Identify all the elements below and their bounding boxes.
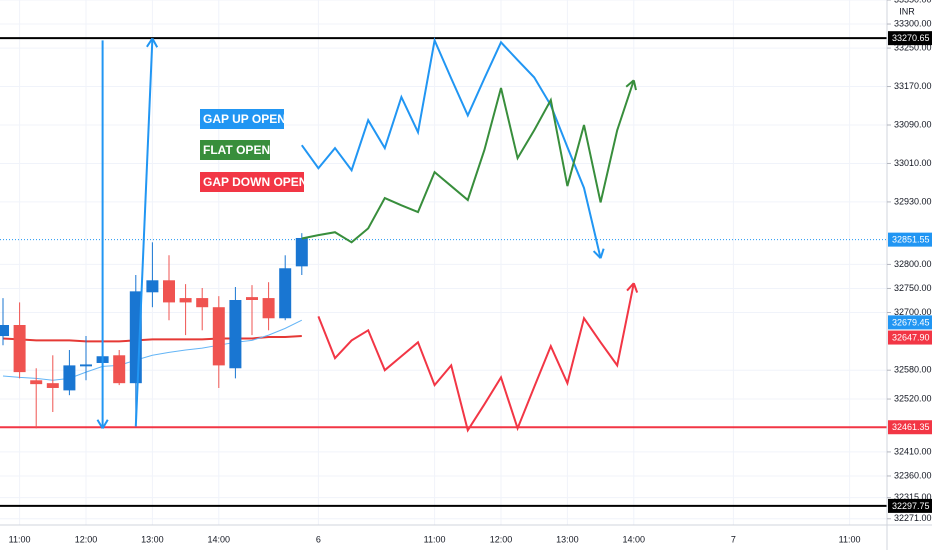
y-tick-label: 32930.00 [894,196,932,206]
y-tick-label: 32750.00 [894,283,932,293]
price-label: 32851.55 [892,235,930,245]
projection-line [301,79,635,244]
y-tick-label: 33350.00 [894,0,932,4]
y-tick-label: 33250.00 [894,42,932,52]
arrow-head [632,282,639,293]
x-tick-label: 13:00 [141,534,164,544]
legend-swatch [200,109,284,129]
price-label: 32647.90 [892,332,930,342]
arrow-head [632,80,637,91]
price-label: 32461.35 [892,422,930,432]
candle-body [163,280,175,303]
projection-line [317,282,635,433]
x-tick-label: 11:00 [424,534,446,544]
price-label-box [888,31,932,46]
candle-body [279,268,292,319]
x-tick-label: 12:00 [75,534,98,544]
arrow-head [146,37,154,48]
y-tick-label: 32315.00 [894,492,932,502]
legend-text: GAP DOWN OPEN [203,175,307,189]
candle-body [63,365,76,391]
arrow-head [592,250,602,259]
price-label-box [888,330,932,345]
candle-body [179,298,192,303]
legend-text: GAP UP OPEN [203,112,286,126]
arrow-head [151,37,159,48]
y-tick-label: 32800.00 [894,259,932,269]
price-label-box [888,232,932,247]
y-tick-label: 32700.00 [894,307,932,317]
candle-body [246,297,258,300]
candle-body [0,325,9,337]
price-label: 33270.65 [892,33,930,43]
y-tick-label: 33090.00 [894,119,932,129]
y-tick-label: 32360.00 [894,470,932,480]
x-tick-label: 7 [731,534,736,544]
legend-text: FLAT OPEN [203,143,270,157]
y-tick-label: 32520.00 [894,393,932,403]
candle-body [13,325,26,373]
y-tick-label: 32271.00 [894,513,932,523]
price-label-box [888,315,932,330]
x-tick-label: 12:00 [490,534,513,544]
arrow-head [96,419,104,429]
y-tick-label: 33170.00 [894,81,932,91]
candle-body [146,280,159,293]
currency-label: INR [899,6,915,16]
arrow-head [101,419,109,429]
arrow-head [625,79,635,88]
y-tick-label: 32580.00 [894,365,932,375]
plot [0,36,887,507]
projection-line [300,36,602,259]
candle-body [113,355,126,384]
price-label-box [888,498,932,513]
candle-body [262,298,275,319]
y-tick-label: 32410.00 [894,446,932,456]
candle-body [212,307,225,366]
x-tick-label: 11:00 [9,534,31,544]
arrow-line [134,38,154,427]
legend-swatch [200,172,304,192]
arrow-head [626,282,635,292]
axis: 33350.00 33300.00 33250.00 33170.00 33090.00… [9,0,932,544]
arrow-head [599,248,605,259]
x-tick-label: 11:00 [839,534,861,544]
x-tick-label: 14:00 [623,534,646,544]
moving-average [2,335,302,343]
candle-body [80,364,92,367]
x-tick-label: 6 [316,534,321,544]
x-tick-label: 13:00 [556,534,579,544]
y-tick-label: 33300.00 [894,18,932,28]
price-label-box [888,420,932,435]
price-label: 32297.75 [892,501,930,511]
candle-body [46,383,59,388]
x-tick-label: 14:00 [208,534,231,544]
price-label: 32679.45 [892,317,930,327]
candle-body [229,300,242,369]
candle-body [295,237,308,267]
candle-body [30,380,43,385]
legend-swatch [200,140,270,160]
candle-body [196,298,209,308]
y-tick-label: 33010.00 [894,158,932,168]
